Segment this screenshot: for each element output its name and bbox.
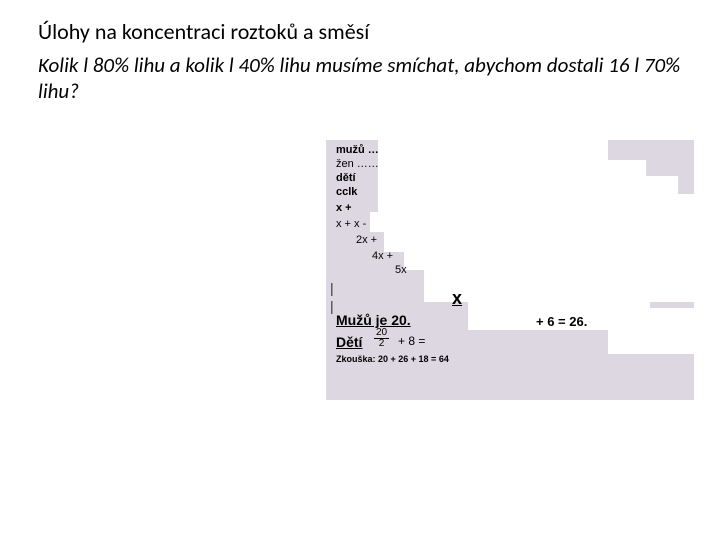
frac-bot: 2 [374, 339, 389, 349]
cutout [378, 140, 608, 160]
cutout [608, 308, 694, 336]
cutout [378, 160, 646, 176]
row-celk: cclk [336, 186, 357, 198]
row-eq2: x + x - [336, 218, 366, 230]
row-eq5: 5x [395, 264, 407, 276]
row-eq4: 4x + [372, 250, 393, 262]
cutout [378, 176, 678, 194]
result-line2-left: Dětí [336, 334, 362, 350]
pipe-mark: | [330, 298, 334, 314]
row-eq3: 2x + [356, 234, 377, 246]
result-fraction: 20 2 [374, 328, 389, 349]
x-underlined: x [452, 288, 462, 309]
section-title: Úlohy na koncentraci roztoků a směsí [38, 18, 369, 45]
row-deti: dětí [336, 172, 356, 184]
cutout [370, 212, 694, 232]
cutout [384, 232, 694, 252]
result-line1-left: Mužů je 20. [336, 312, 411, 328]
result-line1-right: + 6 = 26. [536, 314, 587, 329]
cutout [404, 252, 694, 270]
cutout [378, 194, 694, 212]
row-eq1: x + [336, 202, 352, 214]
cutout [424, 270, 694, 302]
result-line2-right: + 8 = [398, 334, 425, 348]
pipe-mark: | [330, 280, 334, 296]
problem-text: Kolik l 80% lihu a kolik l 40% lihu musí… [38, 52, 682, 105]
result-check: Zkouška: 20 + 26 + 18 = 64 [336, 354, 449, 364]
cutout [608, 336, 694, 354]
row-zen: žen …… [336, 158, 379, 170]
row-muzu: mužů … [336, 144, 379, 156]
